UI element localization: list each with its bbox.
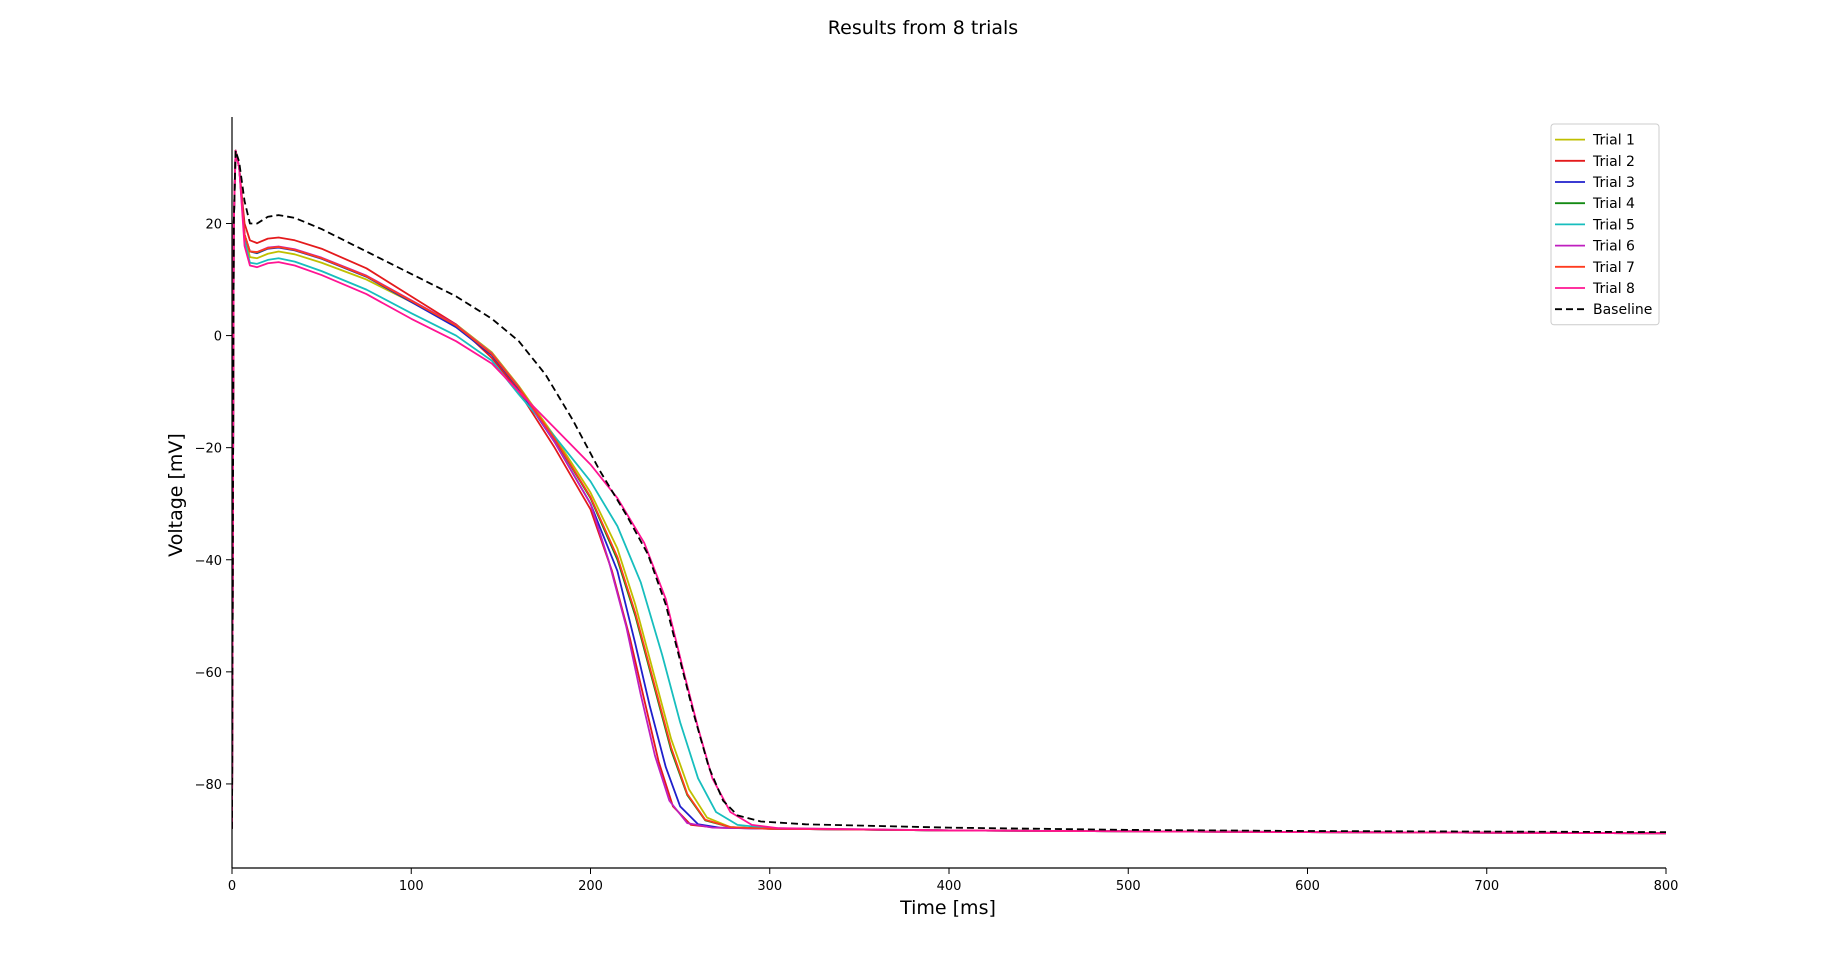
series-line-trial-7: [232, 149, 1667, 835]
x-tick-label: 0: [228, 879, 236, 894]
series-line-trial-1: [232, 149, 1667, 835]
x-axis-label: Time [ms]: [899, 897, 996, 919]
x-tick-label: 800: [1654, 879, 1679, 894]
legend-entry: Trial 2: [1592, 154, 1635, 170]
y-tick-label: −20: [195, 442, 222, 457]
x-tick-label: 200: [578, 879, 603, 894]
chart-title: Results from 8 trials: [828, 17, 1018, 39]
legend-box: [1550, 123, 1660, 326]
legend-entry: Trial 1: [1592, 133, 1635, 149]
y-tick-label: −40: [195, 554, 222, 569]
y-tick-label: −60: [195, 666, 222, 681]
series-line-trial-5: [232, 149, 1667, 835]
x-tick-label: 100: [399, 879, 424, 894]
x-tick-label: 500: [1116, 879, 1141, 894]
y-tick-label: −80: [195, 778, 222, 793]
y-tick-label: 0: [214, 330, 222, 345]
legend-entry: Trial 5: [1592, 217, 1635, 233]
y-tick-label: 20: [205, 217, 222, 232]
legend-entry: Trial 8: [1592, 281, 1635, 297]
series-line-trial-2: [232, 149, 1667, 835]
y-axis-label: Voltage [mV]: [165, 433, 187, 557]
x-tick-label: 300: [757, 879, 782, 894]
series-line-trial-8: [232, 149, 1667, 835]
series-line-baseline: [232, 149, 1667, 834]
x-tick-label: 700: [1474, 879, 1499, 894]
x-tick-label: 600: [1295, 879, 1320, 894]
legend-entry: Trial 6: [1592, 239, 1635, 255]
legend: Trial 1 Trial 2 Trial 3 Trial 4 Trial 5 Trial…: [1550, 123, 1660, 326]
legend-entry: Trial 4: [1592, 196, 1635, 212]
series-line-trial-3: [232, 149, 1667, 835]
series-line-trial-6: [232, 149, 1667, 835]
legend-entry: Trial 3: [1592, 175, 1635, 191]
series-line-trial-4: [232, 149, 1667, 835]
legend-entry: Trial 7: [1592, 260, 1635, 276]
legend-entry: Baseline: [1593, 302, 1652, 318]
x-tick-label: 400: [937, 879, 962, 894]
